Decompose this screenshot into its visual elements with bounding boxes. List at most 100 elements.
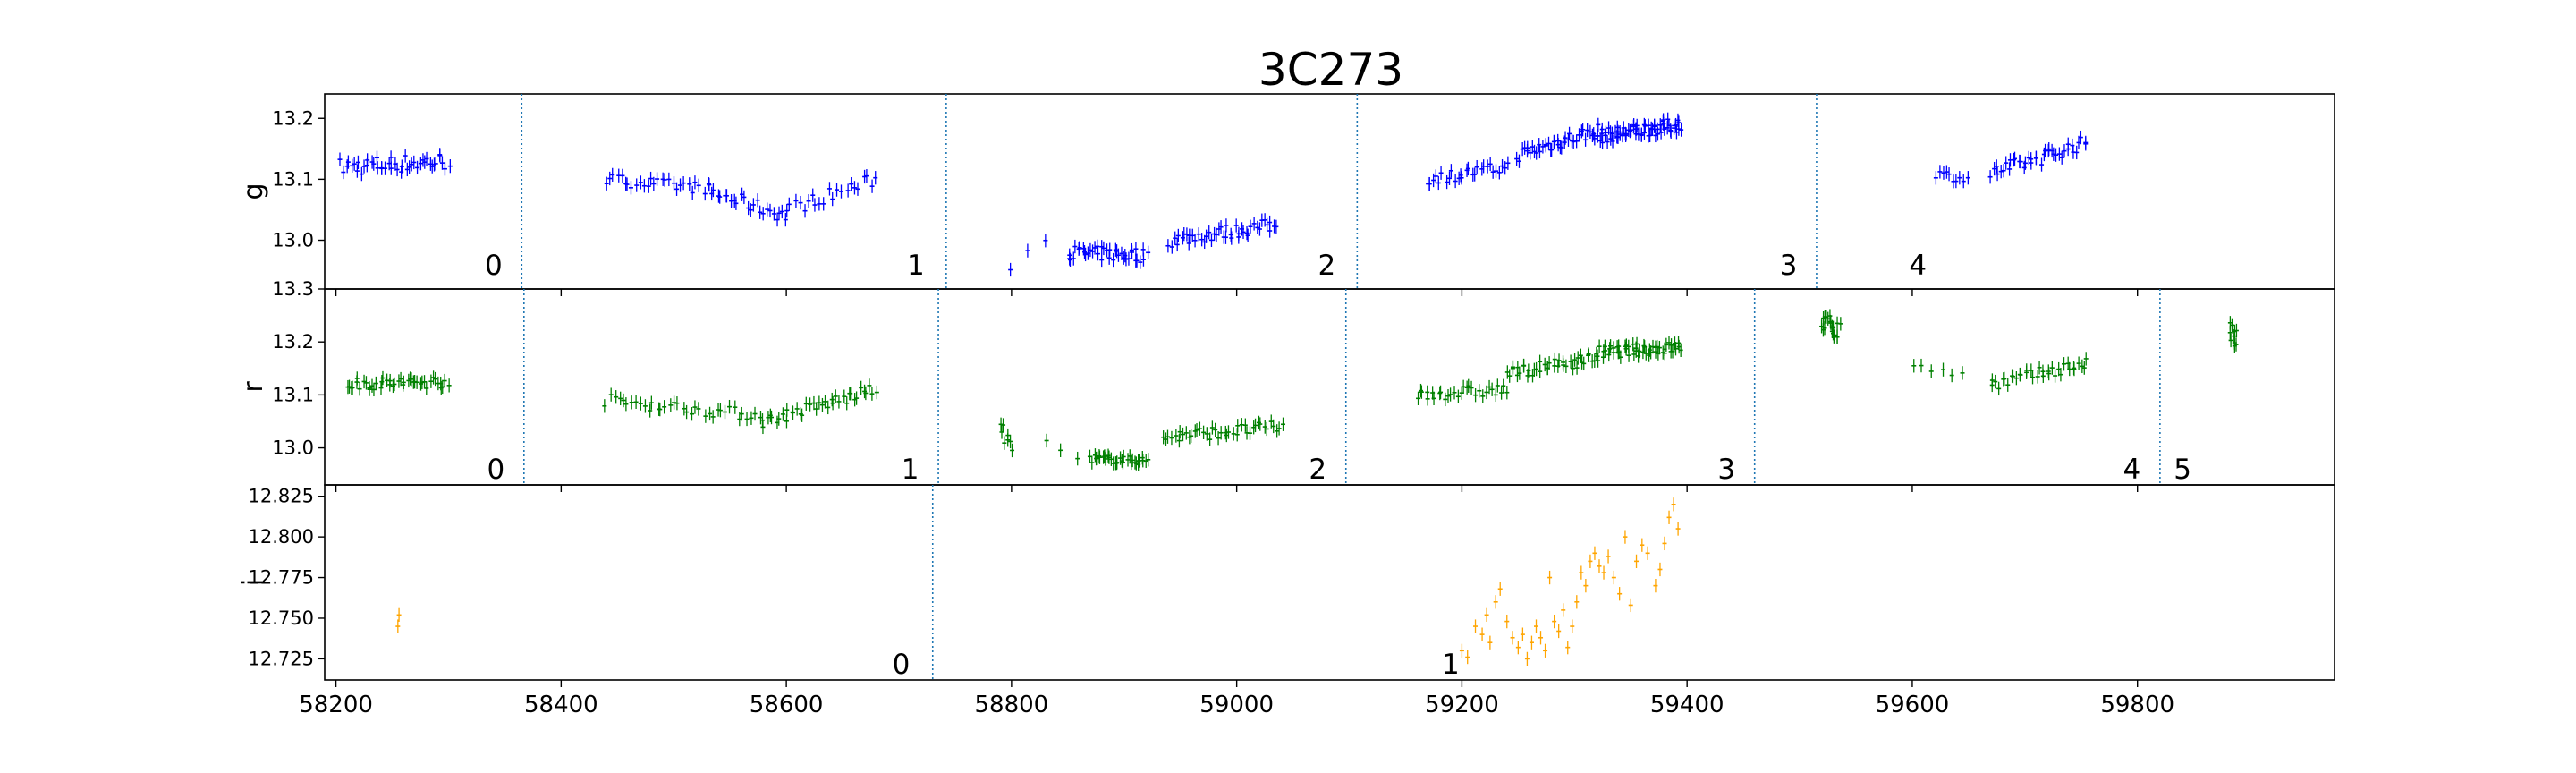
- data-point: [1525, 143, 1530, 158]
- data-point: [1832, 327, 1837, 343]
- data-point: [1497, 582, 1503, 596]
- data-point: [1253, 418, 1258, 433]
- data-point: [1251, 217, 1257, 231]
- data-point: [1184, 227, 1190, 242]
- data-point: [1465, 650, 1470, 665]
- data-point: [758, 205, 763, 219]
- data-point: [607, 171, 613, 186]
- data-point: [1438, 385, 1444, 400]
- data-point: [1192, 234, 1198, 248]
- data-point: [610, 167, 615, 183]
- data-point: [1577, 128, 1582, 142]
- data-point: [1933, 171, 1938, 185]
- data-point: [374, 150, 379, 165]
- data-point: [1241, 225, 1246, 240]
- data-point: [811, 395, 817, 411]
- data-point: [1607, 342, 1613, 356]
- y-tick-label: 13.2: [272, 331, 314, 353]
- data-point: [869, 386, 875, 401]
- data-point: [1657, 340, 1662, 355]
- data-point: [641, 179, 647, 193]
- data-point: [1121, 449, 1126, 464]
- data-point: [692, 175, 698, 190]
- data-point: [367, 380, 372, 395]
- data-point: [1944, 165, 1949, 179]
- y-tick-label: 12.775: [249, 567, 314, 589]
- data-point: [1960, 366, 1965, 380]
- data-point: [2049, 361, 2055, 375]
- data-point: [1088, 242, 1093, 258]
- data-point: [628, 181, 633, 195]
- data-point: [1946, 167, 1952, 182]
- data-point: [1095, 239, 1100, 253]
- data-point: [1675, 113, 1681, 128]
- data-point: [760, 207, 766, 221]
- data-point: [1666, 336, 1672, 350]
- data-point: [1484, 607, 1489, 622]
- data-point: [749, 411, 754, 425]
- data-point: [1459, 643, 1464, 658]
- data-point: [765, 202, 770, 217]
- data-point: [1183, 426, 1189, 440]
- data-point: [1660, 114, 1665, 129]
- data-point: [2233, 337, 2239, 352]
- data-point: [1233, 218, 1239, 233]
- data-point: [1248, 426, 1253, 440]
- data-point: [633, 395, 639, 409]
- data-point: [1835, 330, 1840, 344]
- data-point: [1437, 386, 1443, 401]
- data-point: [352, 157, 357, 171]
- data-point: [1838, 317, 1843, 331]
- data-point: [800, 408, 805, 422]
- data-point: [1197, 421, 1202, 436]
- data-point: [411, 155, 417, 170]
- data-point: [1165, 429, 1170, 444]
- data-point: [812, 198, 818, 212]
- data-point: [1472, 167, 1478, 182]
- data-point: [1559, 140, 1564, 155]
- data-point: [1510, 361, 1515, 376]
- data-point: [1583, 132, 1589, 147]
- data-point: [1493, 387, 1498, 403]
- data-point: [779, 204, 784, 219]
- data-point: [707, 177, 712, 192]
- data-point: [737, 412, 742, 427]
- data-point: [399, 165, 404, 179]
- data-point: [806, 194, 811, 208]
- x-tick-label: 58600: [750, 692, 824, 718]
- data-point: [1208, 432, 1213, 446]
- data-point: [873, 171, 878, 185]
- data-point: [710, 410, 716, 424]
- data-point: [1623, 127, 1629, 141]
- panel-r: r 13.0 13.1 13.2 13.3 0 1 2 3 4 5: [238, 278, 2335, 492]
- data-point: [1466, 378, 1471, 393]
- segment-label: 4: [2123, 454, 2141, 486]
- data-point: [833, 389, 838, 403]
- data-point: [1537, 138, 1542, 152]
- data-point: [1515, 641, 1521, 655]
- data-point: [401, 378, 406, 392]
- data-point: [1568, 354, 1573, 369]
- data-point: [1072, 239, 1078, 254]
- segment-label: 1: [902, 454, 919, 486]
- data-point: [2074, 145, 2080, 160]
- data-point: [2229, 318, 2234, 333]
- data-point: [1173, 231, 1178, 245]
- data-point: [341, 165, 346, 180]
- data-point: [2070, 138, 2075, 153]
- data-point: [604, 176, 609, 191]
- data-point: [1585, 123, 1590, 138]
- data-point: [1218, 426, 1224, 440]
- data-point: [2029, 156, 2034, 170]
- data-point: [1114, 455, 1120, 470]
- data-point: [1161, 430, 1166, 445]
- data-point: [838, 184, 843, 199]
- data-point: [1043, 234, 1048, 248]
- data-point: [668, 398, 674, 412]
- data-point: [821, 197, 826, 211]
- data-point: [1611, 570, 1616, 585]
- data-point: [414, 375, 419, 389]
- data-point: [1445, 174, 1450, 190]
- data-point: [1641, 338, 1647, 353]
- data-point: [409, 372, 414, 386]
